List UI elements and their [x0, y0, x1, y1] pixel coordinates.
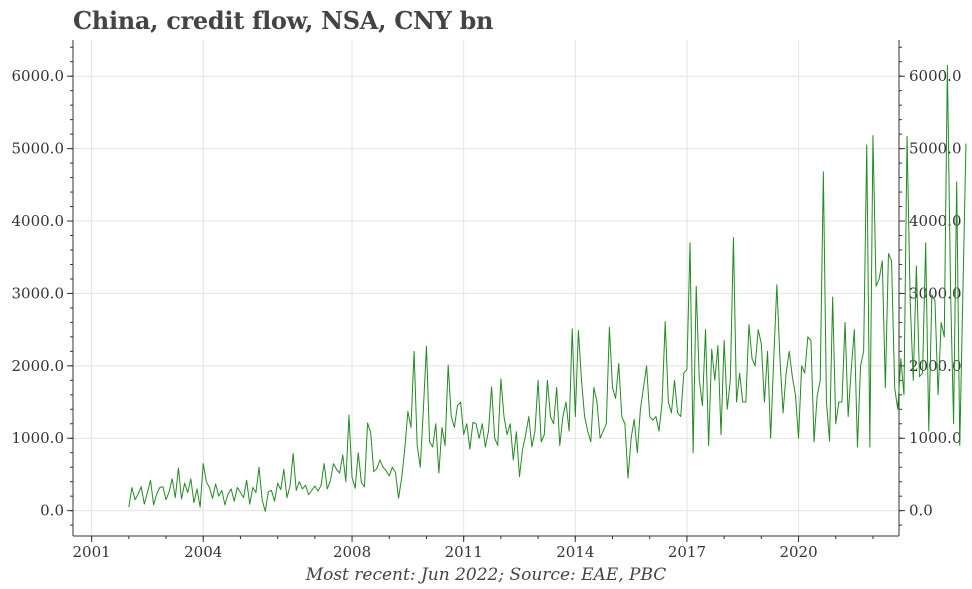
- y-tick-label-left: 1000.0: [12, 429, 65, 447]
- chart-title: China, credit flow, NSA, CNY bn: [73, 6, 494, 35]
- line-chart: 2001 2004 2008 2011 2014 2017 2020 0.0 1000.0 20…: [12, 40, 967, 561]
- y-tick-label-right: 0.0: [909, 502, 933, 520]
- x-tick-label: 2017: [668, 543, 706, 561]
- y-axis-right-ticks: 0.0 1000.0 2000.0 3000.0 4000.0 5000.0 6000.0: [899, 67, 962, 520]
- y-tick-label-right: 3000.0: [909, 284, 962, 302]
- y-tick-label-left: 0.0: [40, 502, 64, 520]
- series-line: [128, 64, 967, 512]
- x-tick-label: 2020: [779, 543, 817, 561]
- x-tick-label: 2014: [556, 543, 594, 561]
- chart-footer: Most recent: Jun 2022; Source: EAE, PBC: [305, 565, 667, 585]
- y-tick-label-left: 6000.0: [12, 67, 65, 85]
- grid-lines: [73, 40, 899, 536]
- y-tick-label-left: 3000.0: [12, 284, 65, 302]
- y-tick-label-right: 5000.0: [909, 140, 962, 158]
- y-tick-label-left: 4000.0: [12, 212, 65, 230]
- series-group: [128, 64, 967, 512]
- y-tick-label-right: 4000.0: [909, 212, 962, 230]
- x-tick-label: 2011: [445, 543, 483, 561]
- y-tick-label-right: 1000.0: [909, 429, 962, 447]
- y-tick-label-left: 2000.0: [12, 357, 65, 375]
- y-tick-label-right: 2000.0: [909, 357, 962, 375]
- x-tick-label: 2008: [333, 543, 371, 561]
- x-axis-ticks: 2001 2004 2008 2011 2014 2017 2020: [73, 536, 818, 561]
- y-tick-label-left: 5000.0: [12, 140, 65, 158]
- x-tick-label: 2004: [184, 543, 222, 561]
- x-tick-label: 2001: [73, 543, 111, 561]
- y-tick-label-right: 6000.0: [909, 67, 962, 85]
- y-axis-left-ticks: 0.0 1000.0 2000.0 3000.0 4000.0 5000.0 6000.0: [12, 67, 73, 520]
